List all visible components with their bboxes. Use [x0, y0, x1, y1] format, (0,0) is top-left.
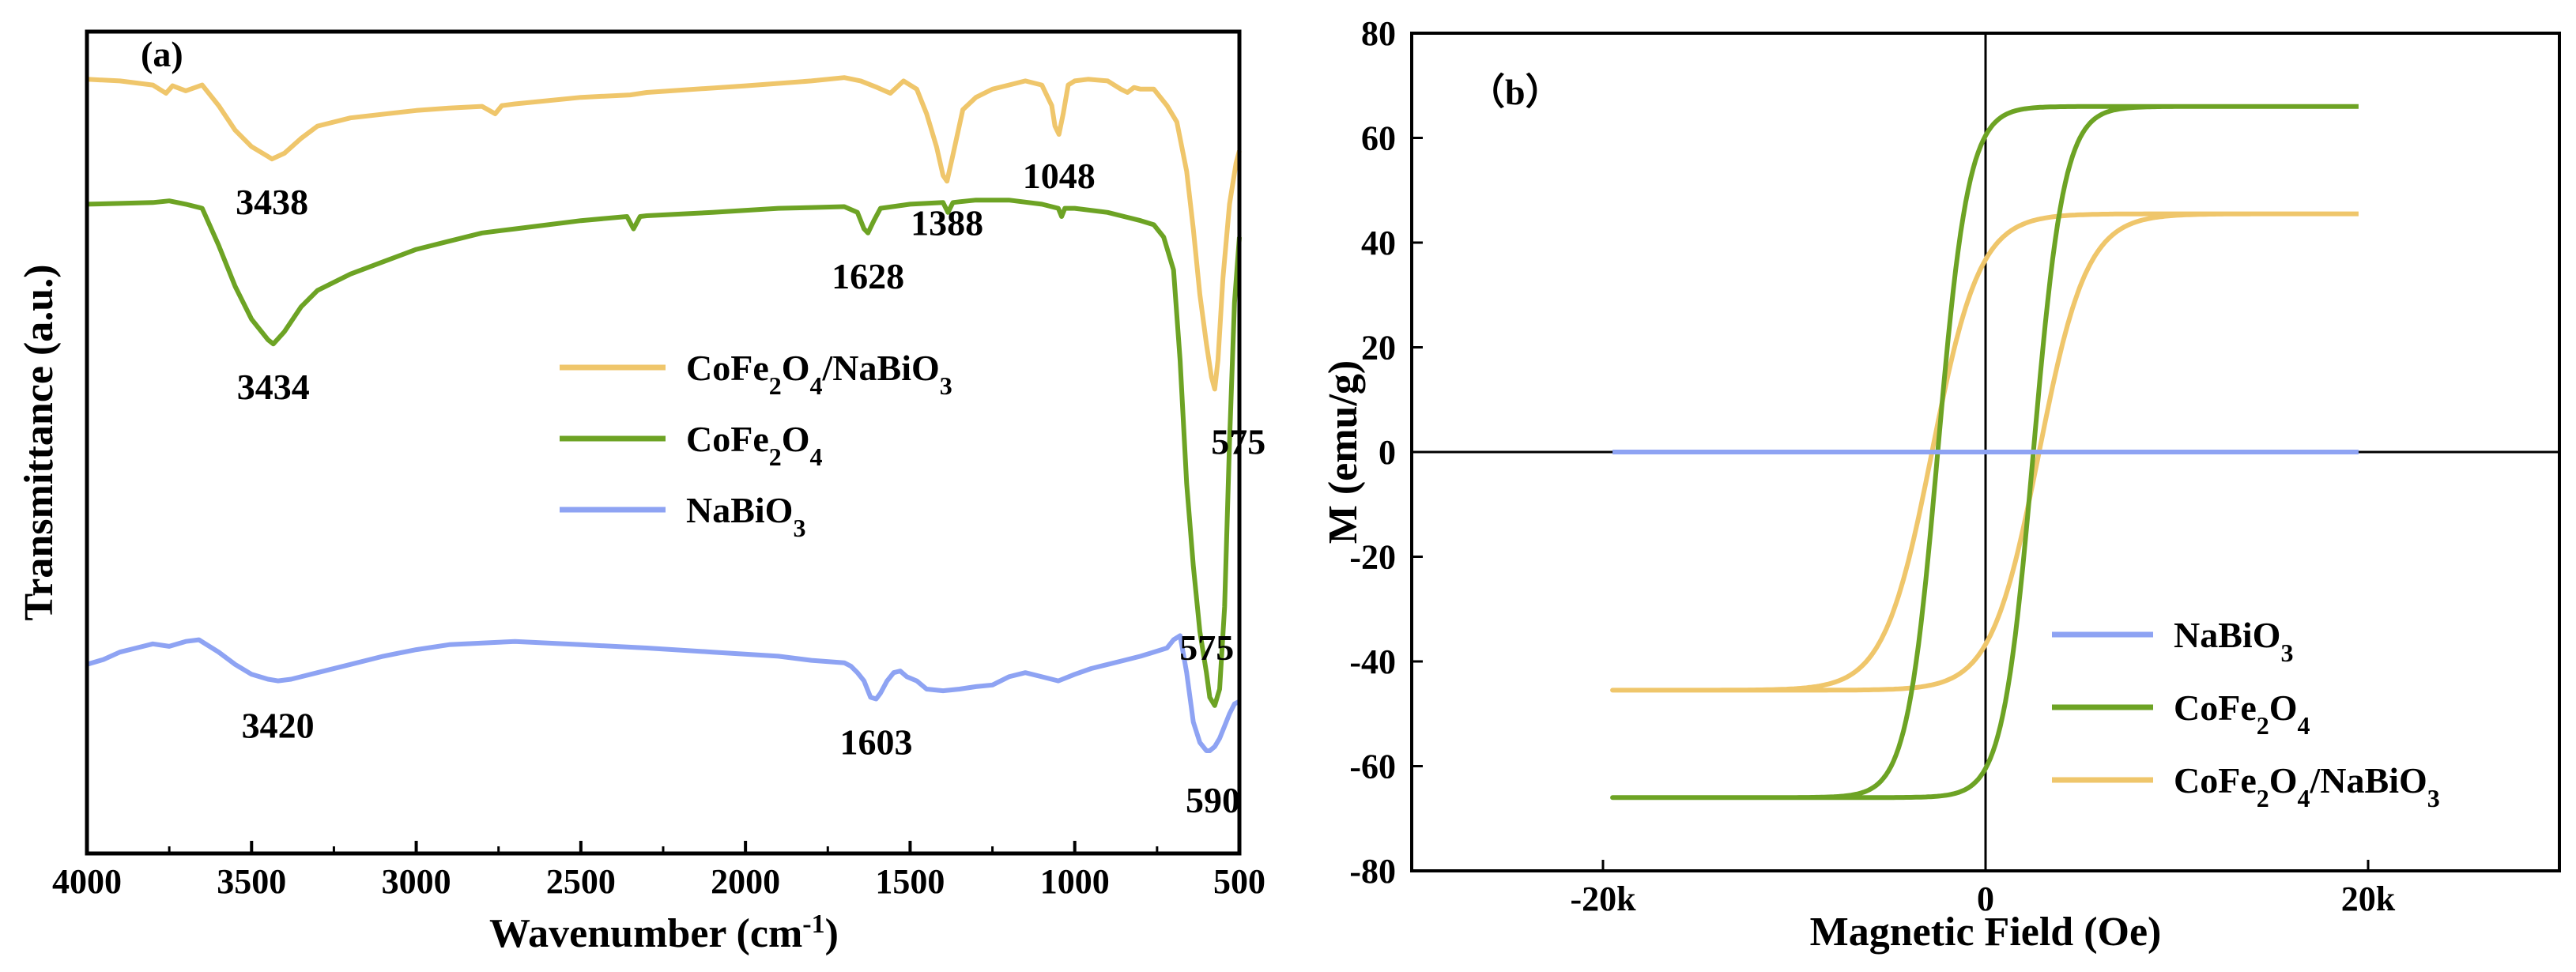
- ftir-series-cofe2o4: [86, 198, 1242, 708]
- ftir-panel-label: (a): [141, 34, 183, 74]
- vsm-y-tick-label: -40: [1349, 642, 1396, 681]
- ftir-x-axis-title: Wavenumber (cm-1): [489, 910, 839, 957]
- vsm-y-tick-label: 60: [1361, 119, 1396, 158]
- ftir-x-tick-label: 500: [1213, 862, 1265, 901]
- ftir-peak-label: 3438: [236, 182, 308, 222]
- ftir-series-cofe2o4-nabio3: [86, 75, 1242, 392]
- ftir-peak-label: 3420: [242, 706, 315, 746]
- ftir-x-tick-label: 1500: [875, 862, 945, 901]
- vsm-panel: 80 60 40 20 0 -20 -40 -60 -80 -20k 0 20k （b） Magnet…: [1321, 14, 2561, 955]
- ftir-x-tick-label: 2000: [711, 862, 780, 901]
- vsm-x-tick-label: 20k: [2341, 880, 2396, 918]
- vsm-y-tick-label: -80: [1349, 852, 1396, 891]
- ftir-x-tick-label: 3500: [217, 862, 286, 901]
- vsm-y-axis-title: M (emu/g): [1321, 360, 1366, 544]
- vsm-series-group: [1412, 33, 2559, 871]
- vsm-y-tick-label: 80: [1361, 14, 1396, 53]
- ftir-series-nabio3: [86, 633, 1241, 753]
- ftir-x-ticks: 4000 3500 3000 2500 2000 1500 1000 500: [52, 841, 1265, 901]
- vsm-legend-label: CoFe2O4: [2174, 688, 2310, 740]
- vsm-ticks: 80 60 40 20 0 -20 -40 -60 -80 -20k 0 20k: [1349, 14, 2395, 918]
- vsm-y-tick-label: -20: [1349, 538, 1396, 577]
- vsm-legend-label: CoFe2O4/NaBiO3: [2174, 760, 2440, 812]
- ftir-peak-label: 1603: [840, 722, 913, 763]
- ftir-x-tick-label: 3000: [382, 862, 451, 901]
- ftir-x-tick-label: 2500: [546, 862, 616, 901]
- ftir-peak-label: 1048: [1023, 156, 1096, 196]
- vsm-series-cofe2o4: [1610, 104, 2359, 801]
- vsm-y-tick-label: 0: [1379, 433, 1396, 472]
- vsm-y-tick-label: -60: [1349, 748, 1396, 786]
- vsm-y-tick-label: 40: [1361, 224, 1396, 262]
- vsm-legend-label: NaBiO3: [2174, 615, 2293, 667]
- vsm-series-cofe2o4-nabio3: [1610, 211, 2359, 693]
- ftir-y-axis-title: Transmittance (a.u.): [17, 264, 62, 620]
- ftir-peak-label: 1628: [832, 256, 904, 296]
- ftir-peak-label: 1388: [911, 202, 983, 243]
- vsm-x-tick-label: -20k: [1570, 880, 1636, 918]
- vsm-y-tick-label: 20: [1361, 329, 1396, 367]
- vsm-legend: NaBiO3 CoFe2O4 CoFe2O4/NaBiO3: [2052, 615, 2440, 812]
- ftir-x-tick-label: 4000: [52, 862, 122, 901]
- vsm-x-axis-title: Magnetic Field (Oe): [1810, 910, 2162, 955]
- ftir-peak-label: 3434: [237, 367, 310, 407]
- vsm-x-tick-label: 0: [1977, 880, 1994, 918]
- ftir-legend-label: CoFe2O4: [686, 419, 823, 471]
- ftir-legend-label: CoFe2O4/NaBiO3: [686, 348, 952, 400]
- ftir-peak-label: 590: [1186, 780, 1240, 820]
- ftir-x-tick-label: 1000: [1040, 862, 1110, 901]
- vsm-panel-label: （b）: [1469, 72, 1562, 112]
- ftir-series-group: [86, 75, 1242, 753]
- ftir-legend-label: NaBiO3: [686, 490, 805, 542]
- ftir-legend: CoFe2O4/NaBiO3 CoFe2O4 NaBiO3: [560, 348, 952, 542]
- ftir-peak-label: 575: [1179, 627, 1234, 668]
